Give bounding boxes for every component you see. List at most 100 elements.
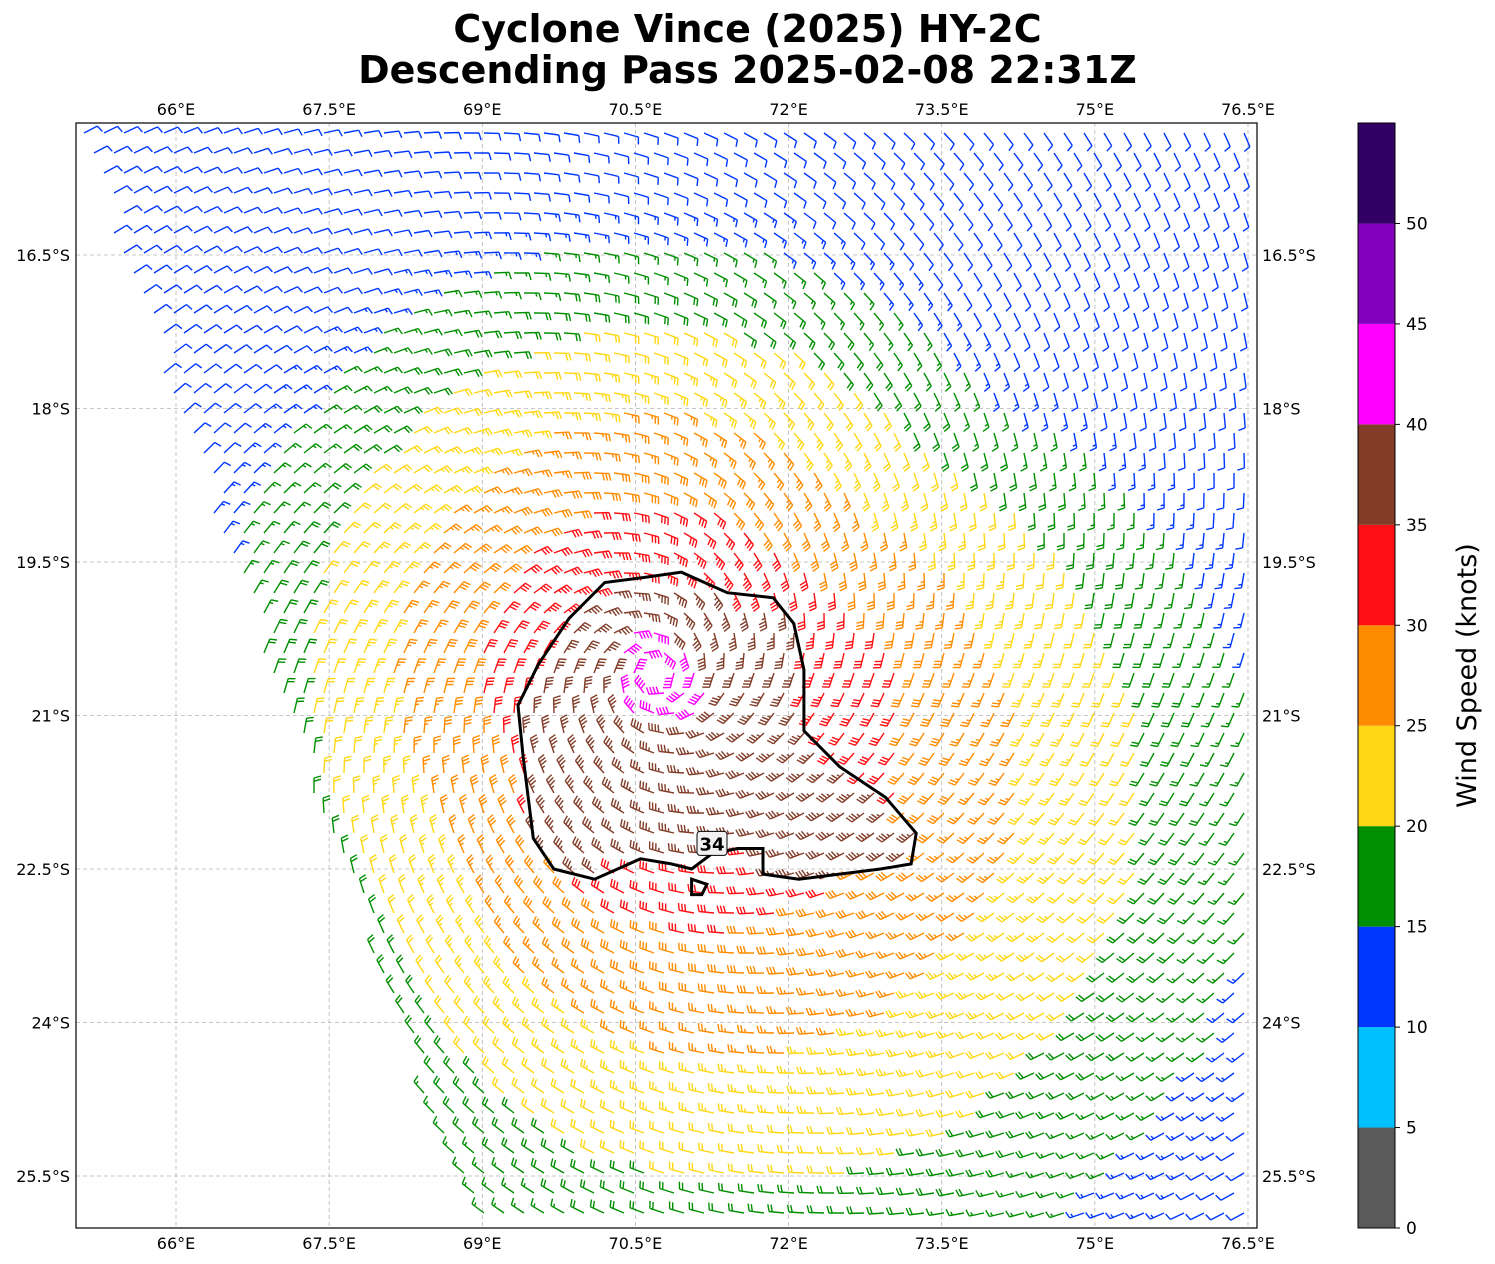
wind-barb [596,714,606,734]
wind-barb [561,896,575,914]
wind-barb [548,734,558,754]
wind-barb [1018,492,1027,512]
wind-barb [753,392,767,410]
wind-barb [1100,412,1108,432]
wind-barb [431,774,440,794]
wind-barb [1063,132,1073,152]
wind-barb [573,312,591,323]
wind-barb [583,332,601,343]
wind-barb [1020,712,1035,728]
wind-barb [1238,412,1246,432]
wind-barb [523,449,543,458]
wind-barb [713,192,729,207]
wind-barb [424,1014,435,1034]
wind-barb [841,672,855,688]
wind-barb [776,1184,795,1194]
wind-barb [709,632,719,652]
wind-barb [900,492,910,512]
wind-barb [803,372,816,391]
wind-barb [723,492,737,510]
wind-barb [853,312,865,331]
wind-barb [885,970,905,979]
wind-barb [1186,1012,1205,1023]
wind-barb [973,352,982,372]
wind-barb [573,432,592,441]
wind-barb [1075,992,1095,1003]
wind-barb [663,212,679,226]
wind-barb [1232,192,1240,212]
wind-barb [1156,952,1175,964]
wind-barb [875,612,885,631]
wind-barb [403,406,423,415]
wind-barb [683,612,696,631]
wind-barb [1086,892,1105,905]
wind-barb [433,696,444,714]
wind-barb [1092,312,1100,332]
wind-barb [573,658,587,674]
wind-barb [706,924,725,934]
wind-barb [369,854,378,874]
wind-barb [853,472,862,492]
wind-barb [444,934,455,954]
wind-barb [1033,272,1042,292]
wind-barb [343,560,361,574]
wind-barb [633,552,651,563]
wind-barb [1021,412,1029,432]
wind-barb [1200,332,1208,352]
wind-barb [1053,312,1061,332]
wind-barb [726,965,745,974]
wind-barb [1065,972,1085,983]
wind-barb [570,1078,585,1094]
wind-barb [1165,1092,1185,1102]
wind-barb [573,548,593,558]
wind-barb [423,210,443,219]
wind-barb [1235,532,1245,550]
wind-barb [1067,512,1076,531]
wind-barb [913,192,925,211]
wind-barb [343,599,359,614]
wind-barb [383,755,392,774]
wind-barb [1035,1072,1055,1081]
wind-barb [163,323,183,334]
wind-barb [463,600,481,614]
wind-barb [995,1032,1015,1041]
wind-barb [754,652,765,670]
wind-barb [653,272,669,286]
wind-barb [977,532,986,552]
map-frame [75,122,1258,1229]
wind-barb [1155,1152,1175,1161]
wind-barb [693,472,708,488]
wind-barb [343,755,352,774]
wind-barb [123,125,143,134]
wind-barb [623,132,640,145]
wind-barb [826,772,845,784]
wind-barb [703,452,718,469]
wind-barbs [83,125,1251,1221]
wind-barb [1172,652,1185,668]
wind-barb [1085,552,1095,571]
wind-barb [649,1080,665,1094]
wind-barb [845,929,865,939]
wind-barb [766,633,775,651]
wind-barb [1226,1012,1245,1024]
wind-barb [1217,872,1235,886]
wind-barb [613,658,627,674]
wind-barb [1226,932,1245,945]
wind-barb [1130,732,1145,748]
wind-barb [653,552,669,566]
wind-barb [610,878,625,894]
wind-barb [511,996,525,1014]
wind-barb [986,852,1005,864]
wind-barb [1195,1072,1215,1083]
wind-barb [775,868,795,878]
wind-barb [453,151,472,160]
wind-barb [1152,652,1165,669]
wind-barb [1043,132,1054,152]
wind-barb [463,446,483,455]
wind-barb [903,292,914,312]
wind-barb [875,1029,895,1038]
wind-barb [433,348,453,357]
wind-barb [892,652,905,669]
wind-barb [816,752,835,765]
wind-barb [742,572,753,592]
